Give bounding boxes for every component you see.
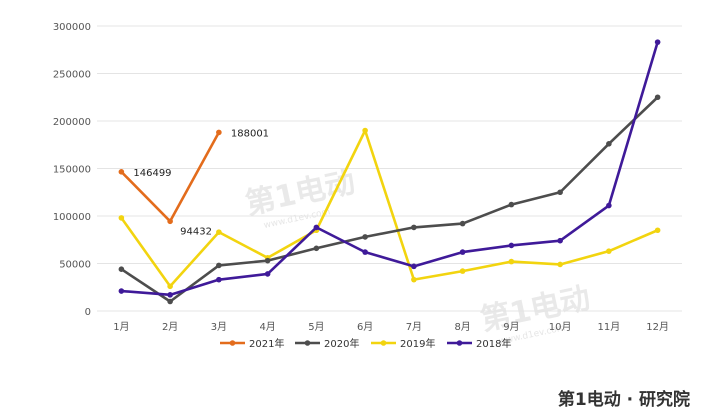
data-point (313, 245, 320, 252)
watermark-layer: 第1电动 www.d1ev.com 第1电动 www.d1ev.com (242, 165, 593, 347)
legend-marker (380, 340, 387, 346)
data-point (313, 224, 320, 231)
data-point (557, 237, 563, 244)
data-point (118, 288, 125, 294)
legend-item: 2020年 (295, 337, 359, 350)
data-point (508, 201, 515, 208)
legend-item: 2021年 (220, 337, 284, 350)
x-tick-label: 4月 (259, 321, 275, 333)
data-label: 94432 (180, 226, 212, 237)
x-tick-label: 9月 (503, 321, 519, 333)
series-line (120, 129, 659, 288)
x-tick-label: 12月 (646, 321, 669, 333)
legend-label: 2021年 (249, 337, 284, 350)
data-point (167, 283, 173, 290)
data-point (654, 39, 661, 45)
data-point (606, 202, 612, 209)
data-label: 188001 (231, 128, 269, 139)
data-point (459, 249, 466, 255)
data-point (508, 258, 515, 265)
data-point (216, 276, 222, 283)
data-point (362, 127, 368, 134)
y-tick-label: 50000 (59, 260, 91, 271)
y-tick-label: 200000 (53, 117, 91, 128)
data-point (216, 262, 222, 269)
data-point (167, 218, 173, 225)
legend-marker (456, 340, 463, 346)
data-point (411, 224, 417, 231)
x-tick-label: 2月 (162, 321, 178, 333)
data-point (118, 266, 125, 273)
data-point (167, 298, 173, 305)
y-tick-label: 250000 (53, 70, 91, 81)
data-point (362, 234, 368, 240)
y-tick-label: 150000 (53, 165, 91, 176)
data-point (264, 257, 271, 264)
footer-brand: 第1电动 · 研究院 (557, 390, 690, 410)
legend-label: 2020年 (324, 337, 359, 350)
data-point (264, 271, 271, 277)
y-tick-label: 0 (85, 307, 91, 318)
series-2021年 (118, 129, 222, 225)
data-point (118, 215, 125, 221)
data-point (606, 141, 612, 147)
data-point (411, 263, 417, 270)
series-line (120, 95, 659, 303)
series-layer (118, 39, 661, 305)
data-label: 146499 (133, 168, 171, 179)
x-tick-label: 11月 (598, 321, 621, 333)
data-point (557, 189, 563, 196)
series-line (120, 40, 659, 297)
x-tick-label: 10月 (549, 321, 572, 333)
legend-marker (229, 340, 236, 346)
legend-label: 2018年 (476, 337, 511, 350)
data-point (557, 261, 563, 268)
x-tick-label: 8月 (454, 321, 470, 333)
x-tick-label: 6月 (357, 321, 373, 333)
data-point (459, 268, 466, 274)
x-tick-label: 5月 (308, 321, 324, 333)
x-axis: 1月 2月 3月 4月 5月 6月 7月 8月 9月 10月 11月 12月 (113, 321, 669, 333)
data-point (459, 220, 466, 227)
x-tick-label: 7月 (406, 321, 422, 333)
data-point (654, 94, 661, 101)
series-2020年 (118, 94, 661, 305)
data-point (606, 248, 612, 254)
series-2018年 (118, 39, 661, 298)
series-2019年 (118, 127, 661, 290)
data-point (654, 227, 661, 234)
legend-marker (304, 340, 311, 346)
y-axis: 0 50000 100000 150000 200000 250000 300000 (53, 22, 91, 318)
data-labels: 146499 94432 188001 (133, 128, 269, 237)
data-point (216, 129, 222, 136)
legend-label: 2019年 (400, 337, 435, 350)
legend-item: 2018年 (447, 337, 511, 350)
data-point (216, 229, 222, 235)
data-point (118, 169, 125, 175)
data-point (508, 242, 515, 249)
data-point (411, 276, 417, 283)
x-tick-label: 1月 (113, 321, 129, 333)
y-tick-label: 100000 (53, 212, 91, 223)
legend-item: 2019年 (371, 337, 435, 350)
y-tick-label: 300000 (53, 22, 91, 33)
data-point (362, 249, 368, 255)
legend: 2021年 2020年 2019年 2018年 (220, 337, 511, 350)
x-tick-label: 3月 (211, 321, 227, 333)
data-point (167, 292, 173, 298)
